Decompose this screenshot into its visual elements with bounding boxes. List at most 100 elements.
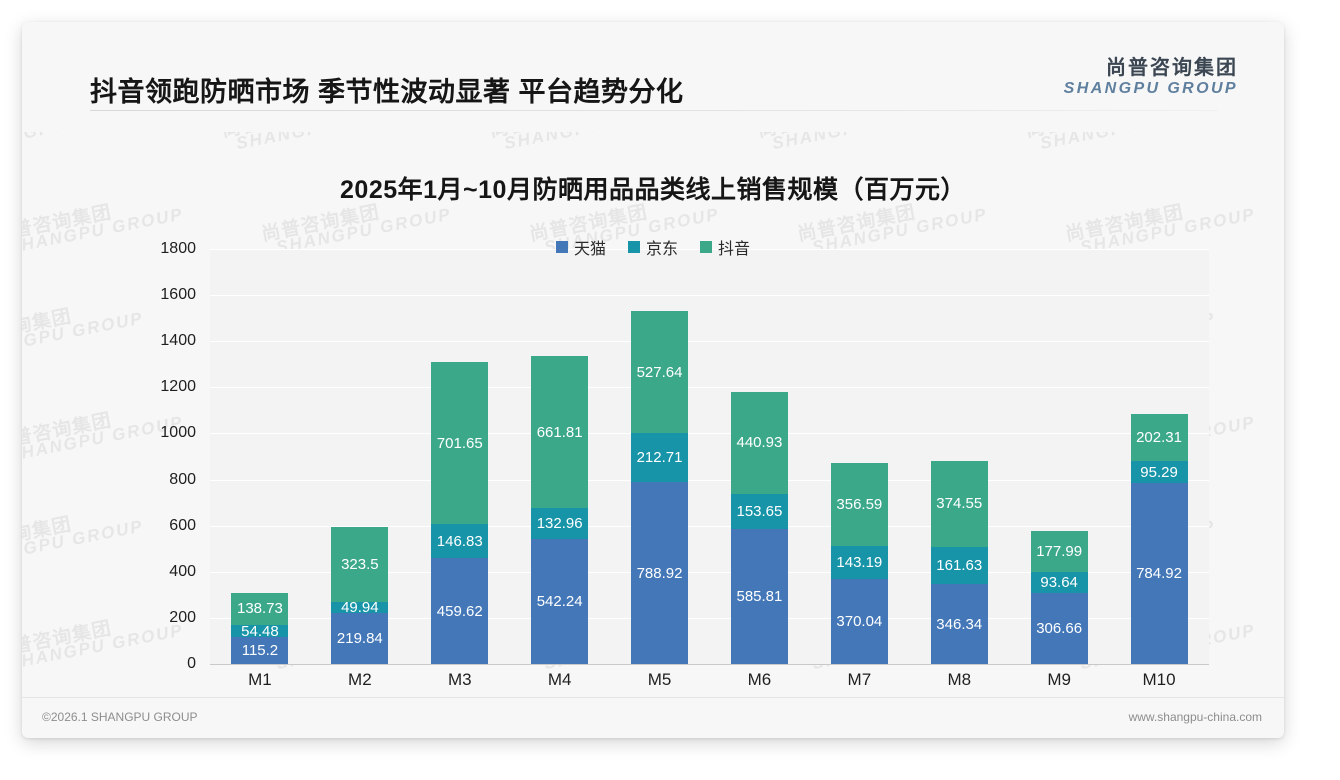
bar-value-label: 95.29 xyxy=(1140,463,1178,481)
legend-swatch-icon xyxy=(627,241,640,253)
y-axis-tick-label: 400 xyxy=(169,562,196,580)
x-axis-tick-label: M10 xyxy=(1142,670,1176,689)
bar-segment-抖音[interactable]: 323.5 xyxy=(331,527,389,602)
bar-segment-抖音[interactable]: 440.93 xyxy=(730,391,788,494)
gridline xyxy=(210,571,1209,573)
gridline xyxy=(210,617,1209,619)
bar-segment-抖音[interactable]: 177.99 xyxy=(1030,530,1088,572)
x-axis-line xyxy=(210,664,1209,665)
bar-value-label: 202.31 xyxy=(1136,429,1182,447)
y-axis-tick-label: 0 xyxy=(187,655,196,672)
bar-segment-抖音[interactable]: 701.65 xyxy=(431,362,489,525)
x-axis-tick-label: M2 xyxy=(348,670,372,689)
bar-segment-京东[interactable]: 153.65 xyxy=(730,493,788,529)
bar-segment-京东[interactable]: 212.71 xyxy=(631,433,689,483)
gridline xyxy=(210,295,1209,297)
chart-plot-area: 0 200 400 600 800 1000 1200 1400 1600 1800 115.2 5… xyxy=(101,240,1209,692)
bar-value-label: 161.63 xyxy=(936,557,983,575)
bar-value-label: 788.92 xyxy=(636,564,683,582)
bar-segment-天猫[interactable]: 788.92 xyxy=(631,482,689,664)
x-axis-tick-label: M6 xyxy=(747,670,772,689)
bar-value-label: 527.64 xyxy=(636,363,683,381)
y-axis-tick-label: 1000 xyxy=(160,424,196,442)
gridline xyxy=(210,525,1209,527)
bar-value-label: 701.65 xyxy=(436,434,483,452)
bar-value-label: 306.66 xyxy=(1036,620,1083,638)
bar-group[interactable]: 788.92 212.71 527.64 xyxy=(631,249,689,664)
bar-value-label: 219.84 xyxy=(336,630,383,648)
bar-value-label: 49.94 xyxy=(341,599,379,617)
legend-label: 京东 xyxy=(645,241,678,258)
logo-english-text: SHANGPU GROUP xyxy=(1063,79,1238,97)
gridline xyxy=(210,433,1209,435)
bar-group[interactable]: 306.66 93.64 177.99 xyxy=(1030,249,1088,664)
bar-segment-天猫[interactable]: 784.92 xyxy=(1130,483,1188,664)
bar-segment-抖音[interactable]: 661.81 xyxy=(531,355,589,509)
x-axis-tick-label: M3 xyxy=(447,670,472,689)
bar-value-label: 212.71 xyxy=(636,449,683,467)
bar-value-label: 93.64 xyxy=(1040,574,1078,592)
bar-value-label: 177.99 xyxy=(1036,542,1083,560)
y-axis-tick-label: 200 xyxy=(169,608,196,626)
bar-segment-天猫[interactable]: 370.04 xyxy=(830,578,888,664)
legend-label: 天猫 xyxy=(573,241,606,258)
bar-segment-抖音[interactable]: 202.31 xyxy=(1130,414,1188,462)
gridline xyxy=(210,341,1209,343)
y-axis-tick-label: 800 xyxy=(169,470,196,488)
bar-group[interactable]: 784.92 95.29 202.31 xyxy=(1130,249,1188,664)
bar-segment-天猫[interactable]: 346.34 xyxy=(930,584,988,664)
chart-legend: 天猫 京东 抖音 xyxy=(22,235,1284,259)
x-axis-tick-label: M1 xyxy=(248,670,272,689)
legend-swatch-icon xyxy=(555,241,568,253)
bar-segment-京东[interactable]: 54.48 xyxy=(231,623,289,640)
legend-item-2[interactable]: 京东 xyxy=(627,235,678,259)
y-axis-tick-label: 600 xyxy=(169,516,196,534)
bar-value-label: 440.93 xyxy=(736,434,783,452)
bar-group[interactable]: 346.34 161.63 374.55 xyxy=(930,249,988,664)
x-axis-tick-label: M9 xyxy=(1047,670,1071,689)
legend-item-3[interactable]: 抖音 xyxy=(700,235,750,259)
bar-segment-抖音[interactable]: 356.59 xyxy=(830,463,888,546)
legend-item-1[interactable]: 天猫 xyxy=(555,235,606,259)
bar-segment-天猫[interactable]: 459.62 xyxy=(431,558,489,664)
bar-segment-天猫[interactable]: 306.66 xyxy=(1030,593,1088,664)
bar-segment-抖音[interactable]: 374.55 xyxy=(930,460,988,547)
bar-segment-京东[interactable]: 95.29 xyxy=(1130,461,1188,484)
bar-segment-京东[interactable]: 49.94 xyxy=(331,599,389,617)
bar-segment-京东[interactable]: 93.64 xyxy=(1030,571,1088,594)
bar-group[interactable]: 115.2 54.48 138.73 xyxy=(231,249,289,664)
footer-website: www.shangpu-china.com xyxy=(1128,710,1262,724)
bar-group[interactable]: 542.24 132.96 661.81 xyxy=(531,249,589,664)
x-axis-tick-label: M4 xyxy=(547,670,572,689)
page-title: 抖音领跑防晒市场 季节性波动显著 平台趋势分化 xyxy=(90,77,684,107)
bar-segment-京东[interactable]: 146.83 xyxy=(431,524,489,559)
legend-label: 抖音 xyxy=(718,241,751,258)
header-divider xyxy=(90,110,1218,111)
bar-value-label: 346.34 xyxy=(936,615,983,633)
bar-segment-京东[interactable]: 143.19 xyxy=(830,545,888,579)
bar-group[interactable]: 459.62 146.83 701.65 xyxy=(431,249,489,664)
y-axis-tick-label: 1800 xyxy=(160,240,196,257)
bar-value-label: 459.62 xyxy=(436,602,483,620)
bar-group[interactable]: 219.84 49.94 323.5 xyxy=(331,249,389,664)
x-axis-tick-label: M7 xyxy=(847,670,872,689)
brand-logo: 尚普咨询集团 SHANGPU GROUP xyxy=(1063,57,1238,97)
bar-segment-抖音[interactable]: 138.73 xyxy=(231,592,289,625)
bar-group[interactable]: 370.04 143.19 356.59 xyxy=(830,249,888,664)
y-axis-tick-label: 1600 xyxy=(160,286,196,304)
bar-segment-天猫[interactable]: 542.24 xyxy=(531,538,589,664)
bar-segment-京东[interactable]: 132.96 xyxy=(531,508,589,539)
bar-segment-天猫[interactable]: 115.2 xyxy=(231,637,289,664)
bar-group[interactable]: 585.81 153.65 440.93 xyxy=(730,249,788,664)
logo-chinese-text: 尚普咨询集团 xyxy=(1106,57,1238,79)
bar-segment-抖音[interactable]: 527.64 xyxy=(631,311,689,434)
bar-segment-京东[interactable]: 161.63 xyxy=(930,546,988,585)
bar-segment-天猫[interactable]: 585.81 xyxy=(730,528,788,664)
gridline xyxy=(210,387,1209,389)
bar-segment-天猫[interactable]: 219.84 xyxy=(331,613,389,664)
bar-value-label: 370.04 xyxy=(836,612,883,630)
gridline xyxy=(210,479,1209,481)
